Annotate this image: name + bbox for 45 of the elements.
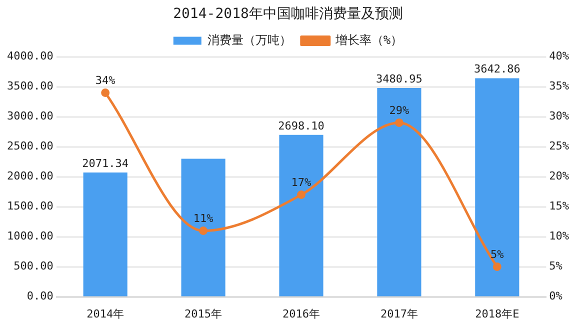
x-tick-label: 2016年	[282, 307, 320, 320]
point	[394, 118, 404, 128]
y-tick-label: 2000.00	[7, 170, 54, 183]
y2-tick-label: 35%	[549, 80, 570, 93]
y2-tick-label: 30%	[549, 110, 570, 123]
bar	[83, 172, 128, 296]
chart-title: 2014-2018年中国咖啡消费量及预测	[173, 6, 403, 22]
x-tick-label: 2017年	[380, 307, 418, 320]
data-label: 3642.86	[474, 62, 520, 76]
y-tick-label: 3000.00	[7, 110, 54, 123]
y2-tick-label: 20%	[549, 170, 570, 183]
bar	[475, 78, 520, 296]
y-tick-label: 3500.00	[7, 80, 54, 93]
point	[101, 88, 110, 98]
data-label: 17%	[291, 176, 312, 190]
y2-tick-label: 0%	[549, 290, 563, 303]
y-tick-label: 500.00	[14, 260, 54, 273]
y-tick-label: 0.00	[26, 290, 54, 303]
bar	[377, 88, 422, 296]
data-label: 29%	[389, 104, 410, 118]
data-label: 5%	[490, 248, 504, 262]
y2-tick-label: 40%	[549, 50, 570, 63]
bar	[181, 158, 226, 296]
y2-tick-label: 10%	[549, 230, 570, 243]
y-tick-label: 1500.00	[7, 200, 54, 213]
legend-label: 增长率（%）	[334, 32, 403, 47]
y-tick-label: 2500.00	[7, 140, 54, 153]
y-tick-label: 1000.00	[7, 230, 54, 243]
y2-tick-label: 15%	[549, 200, 570, 213]
data-label: 2071.34	[82, 156, 129, 170]
y2-tick-label: 5%	[549, 260, 563, 273]
data-label: 34%	[95, 74, 116, 88]
data-label: 11%	[193, 212, 214, 226]
x-tick-label: 2014年	[86, 307, 124, 320]
legend-label: 消费量（万吨）	[207, 32, 292, 47]
y2-tick-label: 25%	[549, 140, 570, 153]
data-label: 2698.10	[278, 119, 324, 132]
y-tick-label: 4000.00	[7, 50, 54, 63]
x-tick-label: 2018年E	[475, 307, 520, 320]
bar	[279, 134, 324, 296]
data-label: 3480.95	[376, 72, 422, 86]
point	[296, 190, 306, 200]
point	[492, 262, 502, 272]
point	[199, 226, 208, 236]
x-tick-label: 2015年	[184, 307, 222, 320]
